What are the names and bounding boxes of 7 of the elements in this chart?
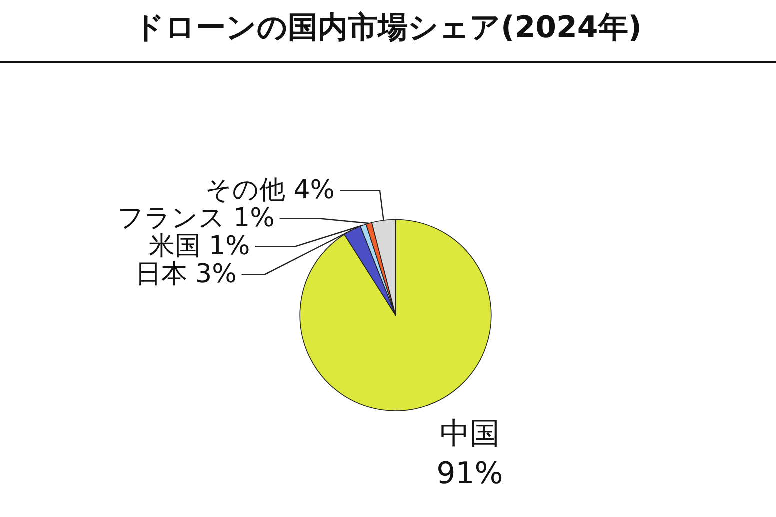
chart-title: ドローンの国内市場シェア(2024年): [134, 10, 642, 46]
slice-label: フランス 1%: [117, 204, 275, 234]
slice-label: 米国 1%: [148, 232, 250, 262]
slice-label: 中国: [440, 416, 500, 452]
slice-label: その他 4%: [205, 176, 336, 206]
slice-label: 日本 3%: [135, 260, 237, 290]
data-label: 91%: [436, 456, 504, 492]
